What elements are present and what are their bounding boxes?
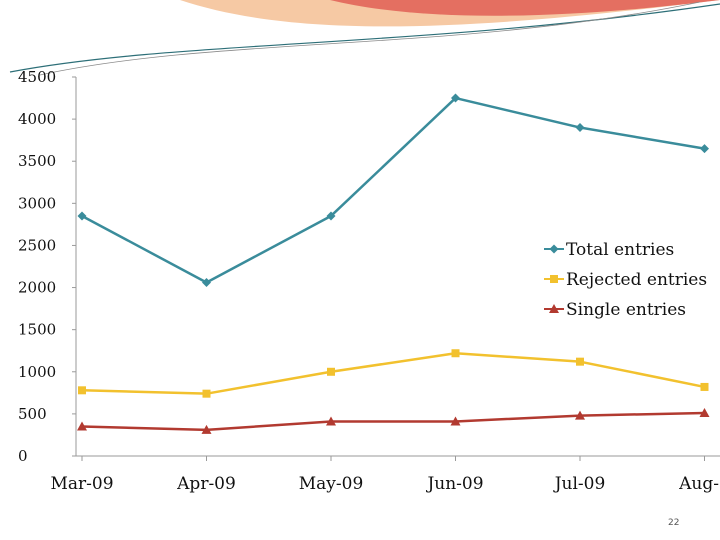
y-axis-ticks: 0 500 1000 1500 2000 2500 3000 3500 4000 4500 — [18, 68, 76, 465]
y-tick-label: 2500 — [18, 236, 56, 254]
data-point-total — [451, 93, 460, 103]
y-tick-label: 3500 — [18, 152, 56, 170]
x-tick-label: Aug-0 — [678, 474, 720, 494]
data-point-single — [77, 421, 87, 431]
data-point-single — [326, 416, 336, 426]
y-tick-label: 1000 — [18, 363, 56, 381]
page-number: 22 — [668, 518, 680, 528]
data-point-rejected — [327, 367, 335, 376]
y-tick-label: 4500 — [18, 68, 56, 86]
legend-item-total: Total entries — [544, 240, 674, 260]
x-tick-label: Jul-09 — [553, 474, 606, 494]
legend-item-rejected: Rejected entries — [544, 270, 707, 290]
data-point-single — [450, 416, 461, 426]
decorative-banner — [9, 0, 720, 76]
data-point-total — [575, 123, 585, 133]
data-point-total — [77, 211, 87, 221]
legend-marker-single — [549, 304, 559, 313]
x-tick-label: Mar-09 — [50, 474, 113, 494]
y-tick-label: 0 — [18, 447, 28, 465]
data-point-rejected — [451, 349, 460, 358]
data-point-total — [700, 144, 709, 154]
x-tick-label: Apr-09 — [176, 474, 236, 494]
chart-axes — [75, 77, 720, 457]
legend-item-single: Single entries — [544, 300, 686, 320]
x-tick-label: May-09 — [299, 474, 364, 494]
legend-marker-total — [549, 244, 559, 254]
legend-label: Total entries — [566, 240, 674, 260]
data-point-rejected — [202, 389, 211, 398]
data-point-total — [202, 278, 211, 288]
data-point-single — [201, 424, 212, 434]
y-tick-label: 1500 — [18, 321, 56, 339]
banner-gray-line — [39, 1, 701, 76]
banner-red-swoosh — [330, 0, 720, 16]
data-point-total — [326, 211, 336, 221]
y-tick-label: 3000 — [18, 194, 56, 212]
y-tick-label: 500 — [18, 405, 47, 423]
legend-marker-rejected — [550, 275, 558, 283]
data-point-rejected — [700, 382, 709, 391]
y-tick-label: 4000 — [18, 110, 56, 128]
y-tick-label: 2000 — [18, 279, 56, 297]
x-tick-label: Jun-09 — [425, 474, 483, 494]
series-group — [77, 93, 710, 434]
data-point-rejected — [78, 386, 86, 395]
series-total — [77, 93, 709, 288]
legend-label: Rejected entries — [566, 270, 707, 290]
data-point-single — [575, 410, 585, 420]
legend-label: Single entries — [566, 300, 686, 320]
series-line-total — [81, 96, 705, 284]
series-line-rejected — [81, 351, 705, 395]
data-point-rejected — [576, 357, 584, 366]
series-line-single — [81, 411, 705, 432]
data-point-single — [699, 408, 710, 418]
series-rejected — [78, 349, 709, 398]
x-axis-ticks: Mar-09 Apr-09 May-09 Jun-09 Jul-09 Aug-0 — [50, 456, 720, 494]
legend: Total entries Rejected entries Single entr… — [544, 240, 707, 320]
series-single — [77, 408, 710, 434]
